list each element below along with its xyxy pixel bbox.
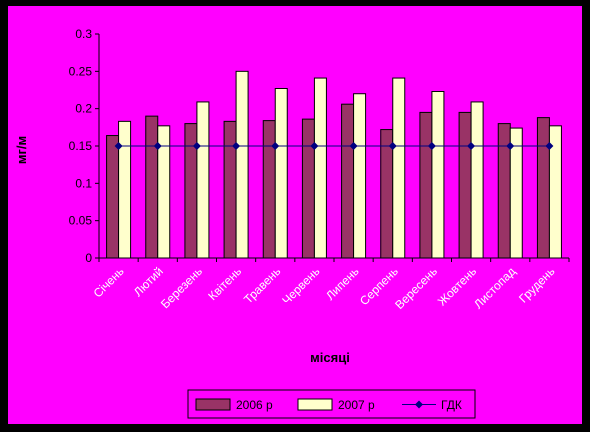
gdk-marker-6: [349, 142, 358, 150]
legend-label-2007: 2007 р: [338, 398, 375, 412]
gdk-marker-2: [192, 142, 201, 150]
bar-2006-1: [145, 115, 159, 259]
gdk-marker-7: [388, 142, 397, 150]
x-tick-label-1: Лютий: [131, 264, 166, 299]
legend-swatch-2007: [297, 398, 333, 411]
bar-2007-8: [431, 90, 445, 259]
y-axis-ticks: 0 0.05 0.1 0.15 0.2 0.25 0.3: [69, 27, 99, 265]
bar-2006-4: [262, 120, 276, 259]
bar-2006-9: [458, 111, 472, 259]
y-tick-label-3: 0.15: [69, 139, 93, 153]
gdk-marker-0: [114, 142, 123, 150]
y-tick-label-4: 0.2: [75, 102, 92, 116]
x-tick-label-10: Листопад: [471, 264, 518, 311]
bar-2006-8: [419, 111, 433, 259]
y-tick-label-5: 0.25: [69, 64, 93, 78]
x-tick-label-4: Травень: [241, 264, 283, 306]
x-tick-label-3: Квітень: [205, 264, 244, 303]
x-axis-title: місяці: [310, 350, 350, 365]
bar-2006-11: [536, 117, 550, 259]
axes: [98, 34, 570, 262]
legend-label-2006: 2006 р: [236, 398, 273, 412]
y-tick-label-0: 0: [85, 251, 92, 265]
bar-2007-7: [392, 77, 406, 259]
bar-2007-6: [353, 93, 367, 259]
y-tick-label-1: 0.05: [69, 214, 93, 228]
x-tick-label-11: Грудень: [516, 264, 557, 305]
x-tick-label-0: Січень: [91, 264, 127, 300]
gdk-marker-9: [467, 142, 476, 150]
bar-2006-5: [301, 118, 315, 259]
gdk-line-series: [114, 142, 554, 150]
bars: [106, 70, 562, 259]
y-axis-title: мг/м: [14, 136, 29, 164]
gdk-marker-3: [232, 142, 241, 150]
bar-2007-3: [235, 70, 249, 259]
gdk-marker-5: [310, 142, 319, 150]
y-tick-label-2: 0.1: [75, 176, 92, 190]
legend-swatch-2006: [195, 398, 231, 411]
chart-background: [8, 6, 582, 424]
gdk-marker-10: [506, 142, 515, 150]
bar-2006-7: [380, 129, 394, 259]
gdk-marker-11: [545, 142, 554, 150]
bar-2006-0: [106, 135, 120, 259]
bar-2007-0: [118, 120, 132, 259]
bar-2006-3: [223, 120, 237, 259]
x-tick-label-8: Вересень: [392, 264, 440, 312]
bar-2007-4: [274, 88, 288, 259]
legend-label-gdk: ГДК: [441, 398, 462, 412]
gdk-marker-8: [427, 142, 436, 150]
bar-2007-9: [470, 101, 484, 259]
gdk-marker-1: [153, 142, 162, 150]
bar-2006-10: [497, 123, 511, 259]
bar-2006-6: [341, 103, 355, 259]
bar-2006-2: [184, 123, 198, 259]
x-tick-label-2: Березень: [158, 264, 205, 311]
legend-marker-gdk: [415, 400, 423, 409]
x-tick-label-5: Червень: [279, 264, 322, 307]
bar-2007-2: [196, 101, 210, 259]
bar-2007-5: [313, 77, 327, 259]
gdk-marker-4: [271, 142, 280, 150]
legend: 2006 р 2007 р ГДК: [187, 389, 476, 419]
x-tick-label-6: Липень: [323, 264, 362, 303]
y-tick-label-6: 0.3: [75, 27, 92, 41]
